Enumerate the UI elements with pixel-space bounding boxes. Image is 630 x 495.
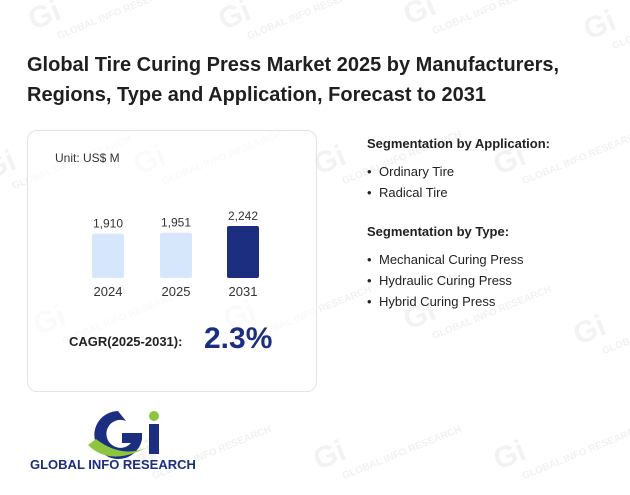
bar-value-label: 1,910 xyxy=(93,217,123,231)
bar-2031 xyxy=(227,226,259,278)
segmentation-application-heading: Segmentation by Application: xyxy=(367,136,550,151)
svg-text:Gi: Gi xyxy=(399,0,441,32)
bar-value-label: 2,242 xyxy=(228,209,258,223)
application-item: Ordinary Tire xyxy=(367,161,550,182)
page-title: Global Tire Curing Press Market 2025 by … xyxy=(27,54,560,106)
svg-text:GLOBAL INFO RESEARCH: GLOBAL INFO RESEARCH xyxy=(601,299,630,357)
segmentation-type: Segmentation by Type: Mechanical Curing … xyxy=(367,224,524,312)
svg-text:Gi: Gi xyxy=(0,144,20,186)
logo-text: GLOBAL INFO RESEARCH xyxy=(30,457,196,472)
logo-swoosh xyxy=(88,439,148,457)
type-item: Hybrid Curing Press xyxy=(367,291,524,312)
bar-2025 xyxy=(160,232,192,278)
cagr-label: CAGR(2025-2031): xyxy=(69,334,183,349)
cagr-value: 2.3% xyxy=(204,322,273,355)
type-item: Mechanical Curing Press xyxy=(367,249,524,270)
segmentation-type-heading: Segmentation by Type: xyxy=(367,224,510,239)
bar-chart: 1,910 2024 1,951 2025 2,242 2031 xyxy=(92,209,259,299)
chart-unit-label: Unit: US$ M xyxy=(55,151,120,165)
svg-text:GLOBAL INFO RESEARCH: GLOBAL INFO RESEARCH xyxy=(521,424,630,482)
svg-text:Gi: Gi xyxy=(309,434,351,476)
bar-2024 xyxy=(92,233,124,278)
svg-text:GLOBAL INFO RESEARCH: GLOBAL INFO RESEARCH xyxy=(56,0,178,42)
type-list: Mechanical Curing PressHydraulic Curing … xyxy=(367,249,524,312)
svg-text:GLOBAL INFO RESEARCH: GLOBAL INFO RESEARCH xyxy=(341,424,463,482)
svg-text:GLOBAL INFO RESEARCH: GLOBAL INFO RESEARCH xyxy=(431,0,553,37)
x-tick-label: 2031 xyxy=(229,284,258,299)
company-logo xyxy=(88,411,159,459)
x-tick-label: 2024 xyxy=(94,284,123,299)
type-item: Hydraulic Curing Press xyxy=(367,270,524,291)
application-list: Ordinary TireRadical Tire xyxy=(367,161,550,203)
logo-i-stem xyxy=(149,424,159,454)
x-tick-label: 2025 xyxy=(162,284,191,299)
segmentation-application: Segmentation by Application: Ordinary Ti… xyxy=(367,136,550,203)
svg-text:Gi: Gi xyxy=(569,309,611,351)
logo-dot xyxy=(149,411,159,421)
svg-text:Gi: Gi xyxy=(214,0,256,37)
svg-text:Gi: Gi xyxy=(579,4,621,46)
svg-text:GLOBAL INFO RESEARCH: GLOBAL INFO RESEARCH xyxy=(246,0,368,42)
svg-text:Gi: Gi xyxy=(489,434,531,476)
bar-value-label: 1,951 xyxy=(161,216,191,230)
svg-text:GLOBAL INFO RESEARCH: GLOBAL INFO RESEARCH xyxy=(611,0,630,52)
svg-text:Gi: Gi xyxy=(24,0,66,37)
application-item: Radical Tire xyxy=(367,182,550,203)
